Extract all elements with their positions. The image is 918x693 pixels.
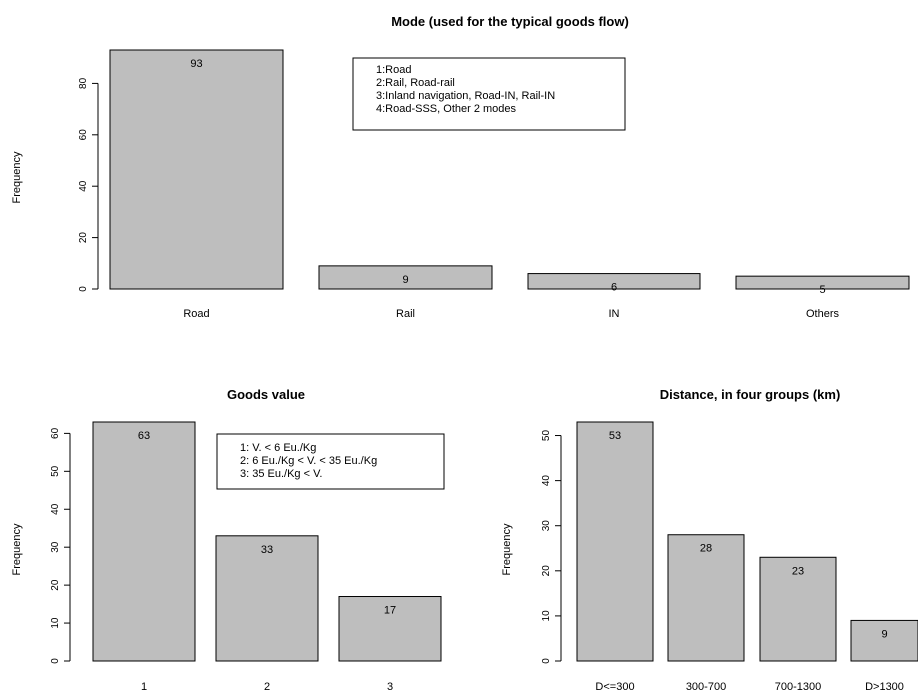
y-axis-label: Frequency <box>501 523 513 575</box>
bar-2 <box>215 535 319 662</box>
chart-panel-1: Mode (used for the typical goods flow) 0 2… <box>11 14 910 320</box>
bar-value-label: 6 <box>611 282 617 294</box>
bar-value-label: 93 <box>190 58 202 70</box>
bar-value-label: 33 <box>261 544 273 556</box>
y-tick-label: 10 <box>50 617 61 629</box>
x-category-label: Rail <box>396 308 415 320</box>
y-tick-label: 60 <box>78 129 89 141</box>
y-tick-label: 50 <box>541 430 552 442</box>
legend: 1: V. < 6 Eu./Kg2: 6 Eu./Kg < V. < 35 Eu… <box>216 433 445 490</box>
bar-700-1300 <box>759 556 837 662</box>
legend-entry: 3: 35 Eu./Kg < V. <box>240 468 322 480</box>
bar-value-label: 5 <box>819 284 825 296</box>
y-axis-label: Frequency <box>11 151 23 203</box>
y-tick-label: 80 <box>78 77 89 89</box>
bar-Road <box>109 49 284 290</box>
y-tick-label: 0 <box>78 286 89 292</box>
bar-value-label: 17 <box>384 605 396 617</box>
bar-value-label: 28 <box>700 543 712 555</box>
x-category-label: 1 <box>141 681 147 693</box>
y-tick-label: 40 <box>78 180 89 192</box>
legend-entry: 3:Inland navigation, Road-IN, Rail-IN <box>376 90 555 102</box>
chart-title: Mode (used for the typical goods flow) <box>391 14 629 29</box>
bar-D>1300 <box>850 619 918 662</box>
y-tick-label: 50 <box>50 465 61 477</box>
bar-value-label: 53 <box>609 430 621 442</box>
legend-entry: 4:Road-SSS, Other 2 modes <box>376 103 517 115</box>
bar-D<=300 <box>576 421 654 662</box>
bar-value-label: 23 <box>792 565 804 577</box>
y-tick-label: 10 <box>541 610 552 622</box>
bar-IN <box>527 273 701 290</box>
x-category-label: 3 <box>387 681 393 693</box>
legend-entry: 2: 6 Eu./Kg < V. < 35 Eu./Kg <box>240 455 377 467</box>
x-category-label: 300-700 <box>686 681 726 693</box>
legend-entry: 2:Rail, Road-rail <box>376 77 455 89</box>
y-tick-label: 40 <box>50 503 61 515</box>
y-tick-label: 30 <box>50 541 61 553</box>
y-tick-label: 20 <box>541 565 552 577</box>
chart-panel-2: Goods value 0 10 20 30 40 50 60 Frequency 63 1 33 2 1… <box>11 387 445 693</box>
bar-1 <box>92 421 196 662</box>
legend-entry: 1:Road <box>376 64 411 76</box>
chart-title: Goods value <box>227 387 305 402</box>
y-tick-label: 20 <box>78 232 89 244</box>
x-category-label: D<=300 <box>595 681 634 693</box>
x-category-label: D>1300 <box>865 681 904 693</box>
bar-300-700 <box>667 534 745 662</box>
bar-value-label: 9 <box>402 274 408 286</box>
bar-value-label: 63 <box>138 430 150 442</box>
y-tick-label: 0 <box>541 658 552 664</box>
legend-box <box>352 57 626 131</box>
y-tick-label: 30 <box>541 520 552 532</box>
y-axis-label: Frequency <box>11 523 23 575</box>
legend-entry: 1: V. < 6 Eu./Kg <box>240 442 316 454</box>
chart-title: Distance, in four groups (km) <box>660 387 841 402</box>
x-category-label: 2 <box>264 681 270 693</box>
chart-panel-3: Distance, in four groups (km) 0 10 20 30 40 50… <box>501 387 918 693</box>
legend-box <box>216 433 445 490</box>
bar-value-label: 9 <box>881 628 887 640</box>
bar-3 <box>338 596 442 662</box>
y-tick-label: 0 <box>50 658 61 664</box>
y-tick-label: 60 <box>50 427 61 439</box>
bar-Rail <box>318 265 493 290</box>
bar-Others <box>735 275 910 290</box>
y-tick-label: 40 <box>541 475 552 487</box>
x-category-label: Others <box>806 308 840 320</box>
y-tick-label: 20 <box>50 579 61 591</box>
x-category-label: 700-1300 <box>775 681 822 693</box>
x-category-label: IN <box>609 308 620 320</box>
x-category-label: Road <box>183 308 209 320</box>
